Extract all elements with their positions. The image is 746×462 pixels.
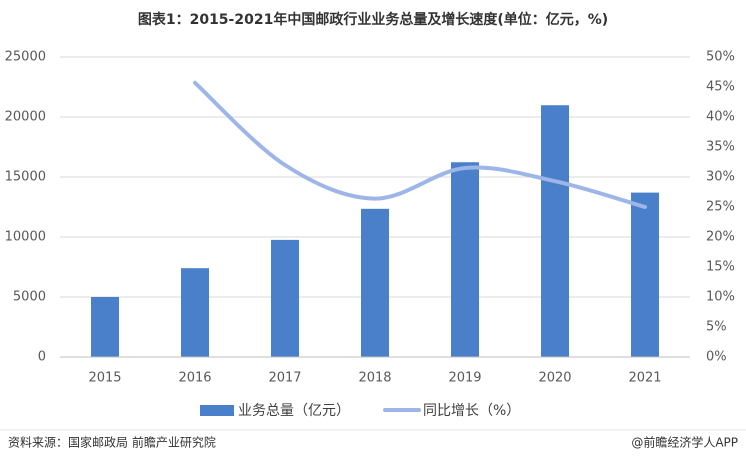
legend-label: 业务总量（亿元） xyxy=(238,403,350,419)
x-tick-label: 2015 xyxy=(88,371,121,386)
bar xyxy=(361,208,389,357)
line xyxy=(193,80,647,209)
y2-tick-label: 20% xyxy=(706,230,735,245)
y2-tick-label: 10% xyxy=(706,290,735,305)
y2-tick-label: 45% xyxy=(706,80,735,95)
y2-tick-label: 0% xyxy=(706,350,727,365)
x-tick-label: 2016 xyxy=(178,371,211,386)
y-tick-label: 25000 xyxy=(5,50,46,65)
bar xyxy=(181,268,209,357)
chart-title: 图表1：2015-2021年中国邮政行业业务总量及增长速度(单位：亿元，%) xyxy=(138,11,608,28)
legend-swatch xyxy=(200,405,234,416)
y2-tick-label: 35% xyxy=(706,140,735,155)
y2-tick-label: 30% xyxy=(706,170,735,185)
x-tick-label: 2017 xyxy=(268,371,301,386)
bar xyxy=(91,297,119,357)
bar xyxy=(271,239,299,357)
y-tick-label: 10000 xyxy=(5,230,46,245)
y-tick-label: 5000 xyxy=(13,290,46,305)
y2-tick-label: 50% xyxy=(706,50,735,65)
bar xyxy=(541,105,569,358)
x-tick-label: 2020 xyxy=(538,371,571,386)
x-tick-label: 2019 xyxy=(448,371,481,386)
legend-label: 同比增长（%） xyxy=(423,403,520,419)
x-tick-label: 2018 xyxy=(358,371,391,386)
y-tick-label: 20000 xyxy=(5,110,46,125)
y2-tick-label: 25% xyxy=(706,200,735,215)
credit: @前瞻经济学人APP xyxy=(631,435,738,450)
y2-tick-label: 5% xyxy=(706,320,727,335)
y2-tick-label: 15% xyxy=(706,260,735,275)
x-tick-label: 2021 xyxy=(628,371,661,386)
y-tick-label: 0 xyxy=(38,350,46,365)
bar xyxy=(451,162,479,357)
y2-tick-label: 40% xyxy=(706,110,735,125)
source: 资料来源：国家邮政局 前瞻产业研究院 xyxy=(8,435,216,450)
bar xyxy=(631,192,659,357)
y-tick-label: 15000 xyxy=(5,170,46,185)
